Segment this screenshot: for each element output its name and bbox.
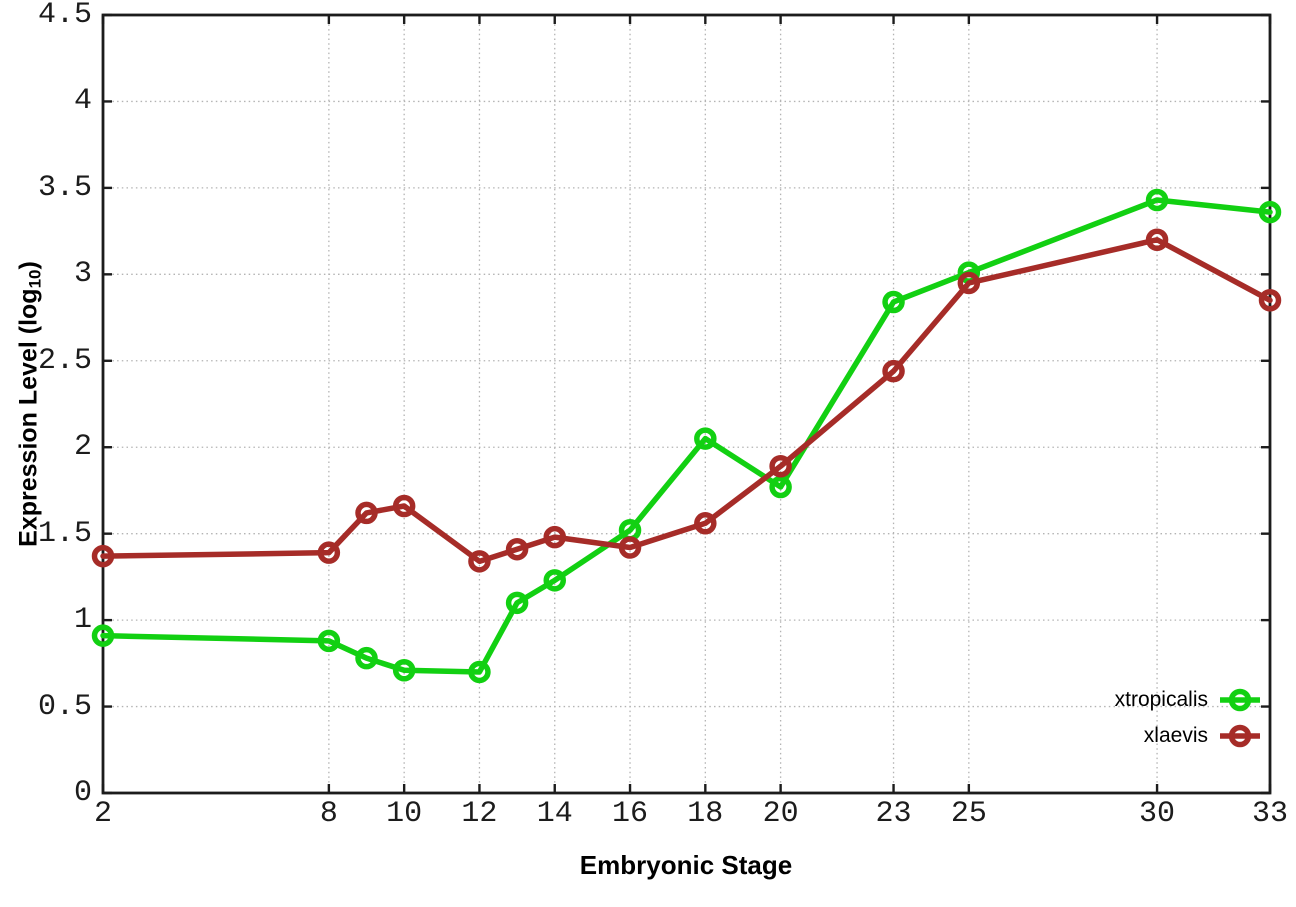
- y-tick-label: 2: [73, 430, 92, 465]
- y-tick-label: 0: [73, 776, 92, 810]
- data-point-xtropicalis: [543, 569, 566, 592]
- legend-label-xtropicalis: xtropicalis: [1114, 687, 1208, 711]
- y-tick-label: 3: [73, 257, 92, 292]
- data-point-xlaevis: [468, 550, 491, 573]
- data-point-xtropicalis: [505, 591, 529, 615]
- x-tick-label: 2: [93, 797, 112, 831]
- data-point-xtropicalis: [882, 290, 905, 314]
- x-tick-label: 8: [319, 797, 338, 831]
- y-tick-label: 0.5: [37, 689, 92, 724]
- data-point-xlaevis: [91, 544, 115, 568]
- y-tick-label: 4.5: [37, 0, 92, 32]
- data-point-xtropicalis: [769, 475, 792, 499]
- legend-label-xlaevis: xlaevis: [1143, 723, 1208, 747]
- series-line-xtropicalis: [100, 197, 1273, 675]
- data-point-xlaevis: [392, 494, 416, 518]
- y-tick-label: 1: [73, 603, 92, 638]
- data-point-xtropicalis: [694, 427, 717, 450]
- data-point-xlaevis: [355, 501, 378, 525]
- data-point-xtropicalis: [91, 624, 115, 647]
- x-tick-label: 33: [1251, 797, 1288, 831]
- x-tick-label: 20: [762, 797, 799, 831]
- y-tick-label: 3.5: [37, 170, 92, 205]
- data-point-xtropicalis: [317, 629, 341, 653]
- x-tick-label: 18: [687, 797, 724, 831]
- y-axis-title: Expression Level (log10): [14, 261, 45, 547]
- x-tick-label: 16: [612, 797, 649, 831]
- x-tick-label: 23: [875, 797, 912, 831]
- y-tick-label: 1.5: [37, 516, 92, 551]
- legend-item-xlaevis: xlaevis: [1115, 718, 1262, 753]
- x-tick-label: 30: [1139, 797, 1176, 831]
- y-tick-label: 4: [73, 84, 92, 119]
- data-point-xlaevis: [882, 359, 905, 383]
- data-point-xtropicalis: [355, 646, 378, 670]
- legend: xtropicalis xlaevis: [1115, 682, 1262, 753]
- y-axis-title-text: Expression Level (log: [14, 288, 43, 547]
- x-tick-label: 12: [461, 797, 498, 831]
- data-point-xlaevis: [1258, 289, 1282, 312]
- x-axis-title: Embryonic Stage: [579, 850, 793, 880]
- x-tick-label: 14: [536, 797, 573, 831]
- data-point-xtropicalis: [1258, 200, 1282, 224]
- legend-sample-xtropicalis-icon: [1220, 688, 1260, 711]
- data-point-xlaevis: [694, 512, 717, 535]
- data-point-xtropicalis: [468, 660, 491, 684]
- plot-border: [101, 13, 1272, 795]
- legend-sample-xlaevis-icon: [1220, 724, 1260, 747]
- data-point-xlaevis: [957, 271, 981, 295]
- data-point-xtropicalis: [1145, 188, 1169, 212]
- legend-item-xtropicalis: xtropicalis: [1115, 682, 1262, 717]
- y-tick-label: 2.5: [37, 343, 92, 378]
- y-axis-title-suffix: ): [14, 261, 43, 270]
- x-tick-label: 10: [386, 797, 423, 831]
- x-tick-label: 25: [950, 797, 987, 831]
- series-line-xlaevis: [100, 237, 1273, 565]
- data-point-xlaevis: [317, 541, 341, 564]
- data-point-xlaevis: [618, 536, 642, 559]
- data-point-xtropicalis: [392, 658, 416, 682]
- data-point-xlaevis: [543, 525, 566, 549]
- data-point-xlaevis: [769, 454, 792, 478]
- data-point-xlaevis: [505, 537, 529, 561]
- data-point-xlaevis: [1145, 228, 1169, 252]
- y-axis-title-subscript: 10: [25, 269, 45, 289]
